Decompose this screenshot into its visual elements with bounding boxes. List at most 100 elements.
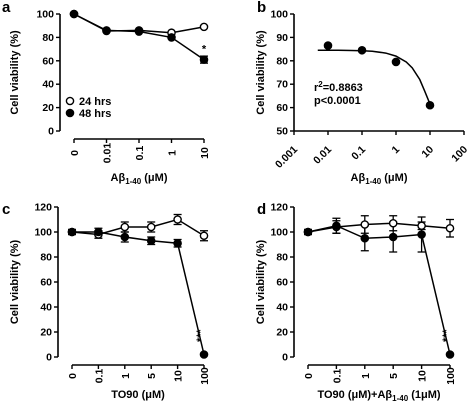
x-tick-label: 5 bbox=[388, 373, 400, 379]
y-tick-label: 60 bbox=[40, 277, 52, 289]
filled-marker bbox=[388, 232, 398, 242]
r-value: =0.8863 bbox=[323, 82, 363, 94]
filled-marker bbox=[167, 33, 176, 42]
filled-marker bbox=[102, 26, 111, 35]
y-tick-label: 80 bbox=[40, 252, 52, 264]
filled-marker bbox=[303, 227, 313, 237]
x-tick-label: 0.1 bbox=[134, 146, 146, 161]
x-tick-label: 0.01 bbox=[311, 144, 334, 167]
series-line bbox=[307, 224, 451, 355]
y-tick-label: 0 bbox=[46, 352, 52, 364]
y-tick-label: 50 bbox=[276, 126, 288, 138]
x-tick-label: 5 bbox=[146, 373, 158, 379]
p-value-text: p<0.0001 bbox=[314, 95, 361, 107]
fit-curve bbox=[317, 49, 431, 105]
significance-mark: * bbox=[202, 44, 207, 56]
y-tick-label: 80 bbox=[42, 32, 54, 44]
y-tick-label: 20 bbox=[40, 327, 52, 339]
filled-marker bbox=[69, 9, 79, 19]
filled-marker bbox=[445, 350, 455, 359]
x-tick-label: 100 bbox=[199, 367, 211, 385]
x-axis-title-sub: 1-40 bbox=[392, 394, 409, 403]
panel-c: c 0 20 40 60 80 100 120 Cell viability (%) 0 0.1 1 5… bbox=[2, 201, 211, 401]
series-line bbox=[307, 222, 451, 233]
x-tick-label: 1 bbox=[167, 150, 179, 156]
y-tick-label: 60 bbox=[42, 55, 54, 67]
x-tick-label: 0.1 bbox=[331, 369, 343, 384]
open-marker bbox=[445, 223, 455, 233]
open-marker bbox=[65, 96, 75, 106]
x-axis-title-main: TO90 (μM) bbox=[111, 389, 165, 401]
x-axis-title: TO90 (μM)+Aβ1-40 (1μM) bbox=[317, 389, 440, 403]
filled-marker bbox=[134, 27, 144, 36]
x-tick-label: 100 bbox=[449, 144, 470, 165]
x-tick-label: 0.1 bbox=[93, 369, 105, 384]
filled-marker bbox=[173, 238, 182, 248]
x-tick-label: 1 bbox=[390, 144, 403, 157]
x-axis-title-sub: 1-40 bbox=[125, 177, 142, 186]
x-tick-label: 0 bbox=[303, 373, 315, 379]
panel-d: d 0 20 40 60 80 100 120 Cell viability (%) 0 0.1 1 5… bbox=[255, 201, 457, 403]
filled-marker bbox=[332, 221, 341, 231]
y-tick-label: 90 bbox=[276, 32, 288, 44]
open-marker bbox=[360, 220, 370, 229]
panel-letter: b bbox=[257, 0, 266, 16]
significance-mark: *** bbox=[195, 328, 207, 342]
legend-label: 48 hrs bbox=[79, 108, 111, 120]
y-tick-label: 20 bbox=[276, 327, 288, 339]
filled-marker bbox=[357, 45, 367, 55]
x-tick-label: 0.001 bbox=[273, 144, 300, 171]
r-squared-text: r2=0.8863 bbox=[314, 80, 363, 94]
filled-marker bbox=[417, 230, 426, 239]
y-tick-label: 120 bbox=[270, 202, 288, 214]
y-tick-label: 100 bbox=[34, 227, 52, 239]
filled-marker bbox=[67, 227, 77, 237]
filled-marker bbox=[425, 100, 435, 110]
open-marker bbox=[199, 231, 209, 241]
open-marker bbox=[199, 22, 209, 32]
x-axis-title: TO90 (μM) bbox=[111, 389, 165, 401]
y-axis-title: Cell viability (%) bbox=[9, 30, 21, 115]
x-tick-label: 10 bbox=[173, 370, 185, 382]
filled-marker bbox=[391, 57, 401, 67]
r-symbol: r bbox=[314, 82, 319, 94]
y-tick-label: 120 bbox=[34, 202, 52, 214]
filled-marker bbox=[65, 108, 75, 118]
x-tick-label: 10 bbox=[417, 370, 429, 382]
series-line bbox=[72, 231, 205, 355]
filled-marker bbox=[323, 41, 333, 50]
filled-marker bbox=[120, 232, 130, 242]
y-tick-label: 60 bbox=[276, 102, 288, 114]
panel-letter: c bbox=[2, 201, 10, 218]
x-tick-label: 1 bbox=[360, 373, 372, 379]
y-tick-label: 40 bbox=[276, 302, 288, 314]
y-tick-label: 40 bbox=[42, 79, 54, 91]
x-axis-title-unit: (μM) bbox=[381, 172, 408, 184]
y-axis-title: Cell viability (%) bbox=[9, 239, 21, 324]
r-superscript: 2 bbox=[318, 80, 323, 89]
x-tick-label: 1 bbox=[120, 373, 132, 379]
series-line bbox=[71, 218, 205, 237]
x-tick-label: 0.1 bbox=[349, 144, 368, 163]
open-marker bbox=[173, 215, 182, 224]
y-tick-label: 100 bbox=[270, 9, 288, 21]
x-axis-title: Aβ1-40 (μM) bbox=[351, 172, 408, 186]
x-axis-title-sub: 1-40 bbox=[365, 177, 382, 186]
filled-marker bbox=[94, 227, 103, 237]
y-tick-label: 70 bbox=[276, 79, 288, 91]
legend-label: 24 hrs bbox=[79, 96, 111, 108]
y-tick-label: 60 bbox=[276, 277, 288, 289]
panel-letter: a bbox=[2, 0, 11, 16]
open-marker bbox=[120, 222, 130, 232]
open-marker bbox=[417, 221, 426, 231]
x-axis-title-main: Aβ bbox=[111, 172, 126, 184]
filled-marker bbox=[199, 350, 209, 359]
x-tick-label: 10 bbox=[419, 144, 436, 161]
x-axis-title-main: Aβ bbox=[351, 172, 366, 184]
open-marker bbox=[146, 222, 156, 232]
x-tick-label: 100 bbox=[445, 367, 457, 385]
x-axis-title-unit: (1μM) bbox=[408, 389, 441, 401]
panel-a: a 0 20 40 60 80 100 Cell viability (%) 0 0.01 0.1 1… bbox=[2, 0, 211, 186]
